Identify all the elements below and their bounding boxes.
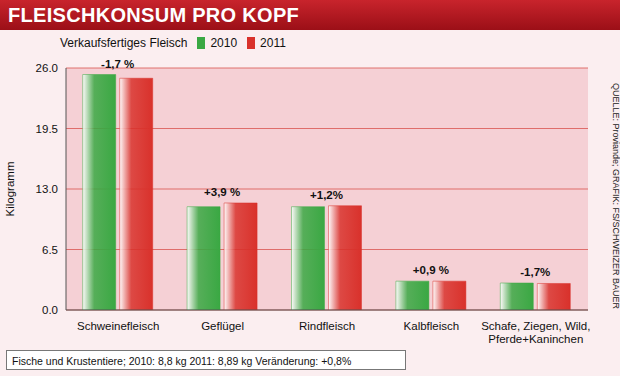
html-text:2010: 2010 bbox=[210, 36, 238, 50]
html-text:Fische und Krustentiere; 2010:: Fische und Krustentiere; 2010: 8,8 kg 20… bbox=[12, 355, 352, 367]
svg-text:Schafe, Ziegen, Wild,: Schafe, Ziegen, Wild, bbox=[481, 320, 590, 332]
svg-text:+1,2%: +1,2% bbox=[310, 189, 343, 201]
svg-text:13.0: 13.0 bbox=[36, 183, 58, 195]
svg-text:-1,7%: -1,7% bbox=[520, 266, 550, 278]
svg-text:Schweinefleisch: Schweinefleisch bbox=[77, 320, 159, 332]
svg-text:QUELLE: Proviande; GRAFIK: FS/: QUELLE: Proviande; GRAFIK: FS/SCHWEIZER … bbox=[611, 83, 620, 310]
svg-text:Kilogramm: Kilogramm bbox=[4, 162, 16, 217]
svg-text:26.0: 26.0 bbox=[36, 62, 58, 74]
svg-text:Geflügel: Geflügel bbox=[201, 320, 244, 332]
svg-text:-1,7 %: -1,7 % bbox=[101, 58, 134, 70]
svg-text:Rindfleisch: Rindfleisch bbox=[299, 320, 355, 332]
html-text:Verkaufsfertiges Fleisch: Verkaufsfertiges Fleisch bbox=[60, 36, 188, 50]
svg-text:0.0: 0.0 bbox=[42, 304, 58, 316]
svg-text:19.5: 19.5 bbox=[36, 123, 58, 135]
svg-text:+3,9 %: +3,9 % bbox=[204, 186, 240, 198]
svg-text:Pferde+Kaninchen: Pferde+Kaninchen bbox=[488, 333, 583, 345]
html-text:2011: 2011 bbox=[260, 36, 286, 50]
html-text:FLEISCHKONSUM PRO KOPF: FLEISCHKONSUM PRO KOPF bbox=[8, 4, 300, 26]
svg-text:6.5: 6.5 bbox=[42, 244, 58, 256]
svg-text:+0,9 %: +0,9 % bbox=[413, 264, 449, 276]
svg-text:Kalbfleisch: Kalbfleisch bbox=[404, 320, 460, 332]
